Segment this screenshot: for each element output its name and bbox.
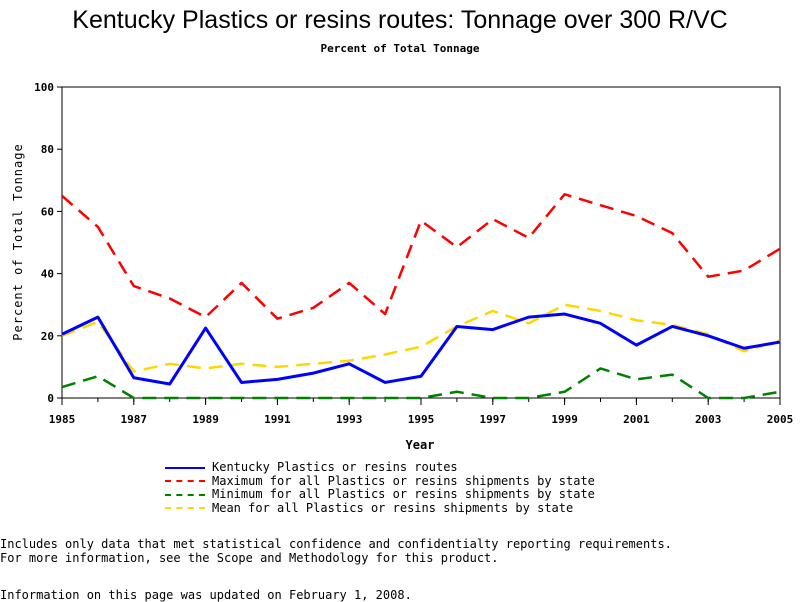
x-tick-label: 2003 bbox=[695, 413, 722, 426]
y-tick-label: 40 bbox=[41, 268, 54, 281]
x-tick-label: 1991 bbox=[264, 413, 291, 426]
series-layer bbox=[61, 193, 781, 400]
footnotes: Includes only data that met statistical … bbox=[0, 537, 672, 565]
series-line-3 bbox=[61, 303, 781, 373]
legend-label: Mean for all Plastics or resins shipment… bbox=[212, 500, 574, 515]
legend-swatch bbox=[165, 507, 205, 510]
chart-axes: 0 20 40 60 80 100 1985 1987 1989 1991 1993 1995 1997… bbox=[34, 81, 793, 426]
y-tick-label: 0 bbox=[47, 392, 54, 405]
y-tick-label: 60 bbox=[41, 205, 54, 218]
footnote-methodology: For more information, see the Scope and … bbox=[0, 551, 499, 565]
y-tick-label: 80 bbox=[41, 143, 54, 156]
x-tick-label: 1989 bbox=[192, 413, 219, 426]
series-line-2 bbox=[61, 367, 781, 400]
legend-swatch bbox=[165, 493, 205, 496]
footnote-confidentiality: Includes only data that met statistical … bbox=[0, 537, 672, 551]
chart-legend: Kentucky Plastics or resins routes Maximu… bbox=[165, 461, 595, 515]
legend-swatch bbox=[165, 466, 205, 469]
y-axis-label: Percent of Total Tonnage bbox=[11, 143, 25, 340]
line-chart: 0 20 40 60 80 100 1985 1987 1989 1991 1993 1995 1997… bbox=[11, 81, 793, 452]
series-line-1 bbox=[61, 193, 781, 320]
chart-title: Kentucky Plastics or resins routes: Tonn… bbox=[72, 6, 728, 34]
legend-item: Maximum for all Plastics or resins shipm… bbox=[165, 473, 595, 489]
x-tick-label: 1995 bbox=[408, 413, 435, 426]
x-tick-label: 1987 bbox=[121, 413, 148, 426]
legend-item: Mean for all Plastics or resins shipment… bbox=[165, 500, 595, 516]
x-tick-label: 1985 bbox=[49, 413, 76, 426]
series-line-0 bbox=[61, 312, 781, 386]
x-tick-label: 2005 bbox=[767, 413, 794, 426]
x-tick-label: 1997 bbox=[480, 413, 507, 426]
x-axis-label: Year bbox=[406, 438, 435, 452]
legend-item: Kentucky Plastics or resins routes bbox=[165, 461, 595, 475]
plot-frame bbox=[61, 86, 781, 399]
legend-label: Minimum for all Plastics or resins shipm… bbox=[212, 487, 595, 502]
update-notice: Information on this page was updated on … bbox=[0, 588, 412, 602]
legend-label: Kentucky Plastics or resins routes bbox=[212, 460, 458, 475]
legend-item: Minimum for all Plastics or resins shipm… bbox=[165, 488, 595, 502]
x-tick-label: 1999 bbox=[551, 413, 578, 426]
x-tick-label: 2001 bbox=[623, 413, 650, 426]
y-tick-label: 20 bbox=[41, 330, 54, 343]
legend-label: Maximum for all Plastics or resins shipm… bbox=[212, 473, 595, 488]
chart-subtitle: Percent of Total Tonnage bbox=[320, 42, 480, 55]
legend-swatch bbox=[165, 480, 205, 483]
y-tick-label: 100 bbox=[34, 81, 54, 94]
x-tick-label: 1993 bbox=[336, 413, 363, 426]
